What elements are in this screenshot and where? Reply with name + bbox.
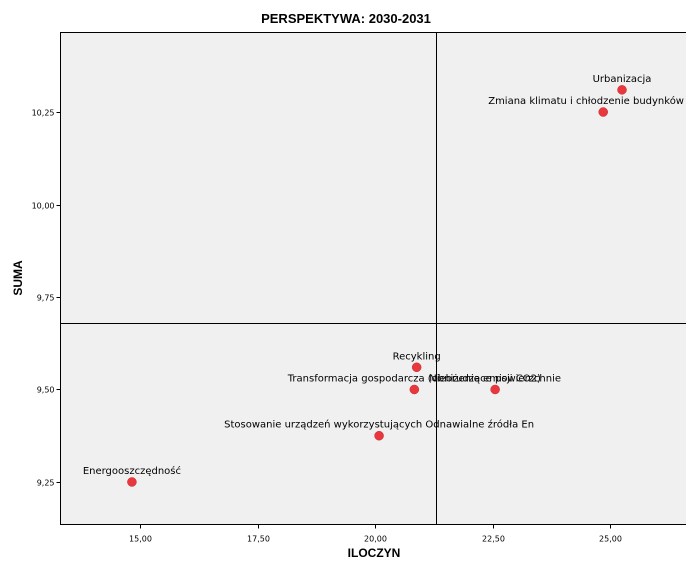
reference-lines bbox=[60, 32, 686, 525]
x-axis: 15,00 17,50 20,00 22,50 25,00 bbox=[129, 524, 622, 544]
data-point-label: Urbanizacja bbox=[593, 74, 652, 85]
data-point bbox=[411, 362, 422, 373]
chart-title: PERSPEKTYWA: 2030-2031 bbox=[261, 11, 431, 26]
data-point-label: Niebrudzące powierzchnie bbox=[429, 373, 561, 384]
y-tick-label: 9,75 bbox=[37, 294, 55, 303]
data-point bbox=[490, 384, 500, 395]
data-point bbox=[374, 430, 384, 441]
y-tick-label: 10,00 bbox=[32, 202, 55, 211]
data-point-label: Recykling bbox=[393, 351, 441, 362]
data-point bbox=[409, 384, 420, 395]
y-tick-label: 9,50 bbox=[37, 386, 55, 395]
x-tick-label: 15,00 bbox=[129, 535, 152, 544]
y-axis: 9,25 9,50 9,75 10,00 10,25 bbox=[32, 109, 61, 488]
x-tick-label: 17,50 bbox=[247, 535, 270, 544]
data-labels: Urbanizacja Zmiana klimatu i chłodzenie b… bbox=[83, 74, 684, 477]
data-point-label: Transformacja gospodarcza (obniżenie emi… bbox=[287, 373, 541, 384]
plot-area bbox=[60, 32, 686, 525]
x-tick-label: 25,00 bbox=[599, 535, 622, 544]
data-point-label: Zmiana klimatu i chłodzenie budynków bbox=[488, 95, 684, 107]
y-tick-label: 10,25 bbox=[32, 109, 55, 118]
data-point-label: Stosowanie urządzeń wykorzystujących Odn… bbox=[224, 419, 534, 431]
data-point bbox=[598, 107, 608, 117]
data-point bbox=[127, 477, 137, 487]
x-tick-label: 22,50 bbox=[482, 535, 505, 544]
x-tick-label: 20,00 bbox=[364, 535, 387, 544]
data-point-label: Energooszczędność bbox=[83, 465, 181, 477]
data-point bbox=[617, 85, 627, 95]
x-axis-title: ILOCZYN bbox=[348, 546, 401, 560]
y-axis-title: SUMA bbox=[11, 260, 25, 296]
data-points bbox=[127, 85, 627, 487]
y-tick-label: 9,25 bbox=[37, 479, 55, 488]
